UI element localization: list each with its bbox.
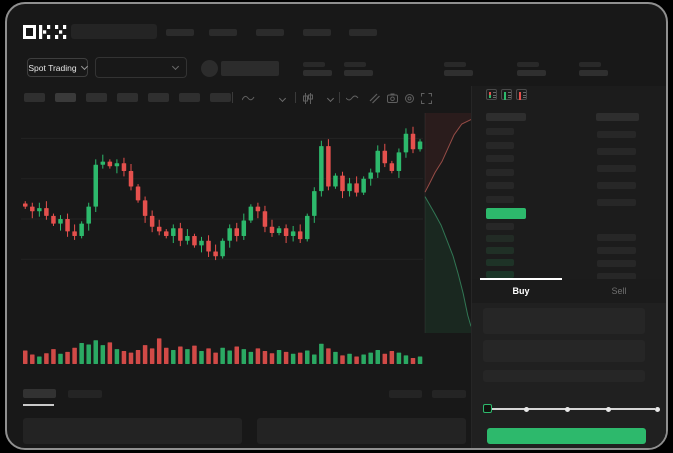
fullscreen-icon[interactable] xyxy=(419,92,433,104)
line-style-icon[interactable] xyxy=(241,92,255,104)
slider-stop[interactable] xyxy=(606,406,611,412)
ask-row-placeholder xyxy=(486,195,514,203)
trade-row-placeholder xyxy=(597,247,636,254)
ask-row-placeholder xyxy=(486,155,514,162)
nav-item-placeholder[interactable] xyxy=(256,29,284,36)
timeframe-button-placeholder[interactable] xyxy=(117,93,138,102)
ask-row-placeholder xyxy=(486,141,514,149)
trade-row-placeholder xyxy=(597,165,636,172)
bid-row-placeholder xyxy=(486,223,514,230)
trade-row-placeholder xyxy=(597,199,636,206)
nav-item-placeholder[interactable] xyxy=(303,29,331,36)
amount-slider[interactable] xyxy=(487,408,655,410)
trade-row-placeholder xyxy=(597,182,636,189)
timeframe-button-placeholder[interactable] xyxy=(86,93,107,102)
nav-search-placeholder[interactable] xyxy=(71,24,157,39)
nav-item-placeholder[interactable] xyxy=(166,29,194,36)
ticker-stat-label-placeholder xyxy=(517,62,539,67)
ticker-stat-label-placeholder xyxy=(344,62,366,67)
chevron-down-icon xyxy=(80,62,88,71)
candle-type-icon[interactable] xyxy=(301,92,315,104)
ticker-stat-value-placeholder xyxy=(444,70,473,76)
slider-stop[interactable] xyxy=(524,406,529,412)
order-book-panel: Buy Sell xyxy=(471,86,666,448)
device-frame: Spot Trading xyxy=(5,2,668,450)
chevron-down-icon[interactable] xyxy=(275,92,289,104)
market-type-label: Spot Trading xyxy=(28,62,77,73)
ticker-stat-label-placeholder xyxy=(579,62,601,67)
bid-row-placeholder xyxy=(486,235,514,242)
toolbar-divider xyxy=(232,92,233,103)
timeframe-button-placeholder[interactable] xyxy=(55,93,76,102)
slider-stop[interactable] xyxy=(565,406,570,412)
slider-stop[interactable] xyxy=(655,406,660,412)
nav-item-placeholder[interactable] xyxy=(349,29,377,36)
ask-row-placeholder xyxy=(486,128,514,135)
total-input[interactable] xyxy=(483,370,645,382)
bottom-tab-underline xyxy=(23,404,54,406)
nav-item-placeholder[interactable] xyxy=(209,29,237,36)
bottom-tab[interactable] xyxy=(68,390,102,398)
trade-row-placeholder xyxy=(597,260,636,267)
trade-row-placeholder xyxy=(597,273,636,280)
orders-table-placeholder xyxy=(23,418,242,444)
chevron-down-icon[interactable] xyxy=(323,92,337,104)
ask-row-placeholder xyxy=(486,182,514,189)
trade-row-placeholder xyxy=(597,234,636,241)
tab-buy[interactable]: Buy xyxy=(472,279,570,303)
toolbar-divider xyxy=(339,92,340,103)
ticker-stat-value-placeholder xyxy=(303,70,332,76)
chevron-down-icon xyxy=(171,62,180,71)
order-form xyxy=(472,303,666,448)
book-bids-icon[interactable] xyxy=(501,89,512,100)
bid-row-placeholder xyxy=(486,247,514,254)
market-type-dropdown[interactable]: Spot Trading xyxy=(27,58,88,77)
indicator-wave-icon[interactable] xyxy=(345,92,359,104)
amount-input[interactable] xyxy=(483,340,645,362)
pair-name-placeholder xyxy=(221,61,279,76)
toolbar-divider xyxy=(295,92,296,103)
book-asks-icon[interactable] xyxy=(516,89,527,100)
ask-header-placeholder xyxy=(486,113,526,121)
candlestick-chart[interactable] xyxy=(21,110,473,372)
trades-header-placeholder xyxy=(596,113,639,121)
history-table-placeholder xyxy=(257,418,466,444)
bottom-toolbar-placeholder[interactable] xyxy=(389,390,422,398)
bottom-tab-active[interactable] xyxy=(23,389,56,398)
timeframe-button-placeholder[interactable] xyxy=(210,93,231,102)
draw-icon[interactable] xyxy=(367,92,381,104)
buy-submit-button[interactable] xyxy=(487,428,646,444)
timeframe-button-placeholder[interactable] xyxy=(24,93,45,102)
ticker-stat-value-placeholder xyxy=(579,70,608,76)
book-combined-icon[interactable] xyxy=(486,89,497,100)
ticker-stat-label-placeholder xyxy=(444,62,466,67)
tab-sell[interactable]: Sell xyxy=(570,279,666,303)
bottom-toolbar-placeholder[interactable] xyxy=(432,390,466,398)
ticker-stat-label-placeholder xyxy=(303,62,325,67)
okx-logo[interactable] xyxy=(23,25,67,39)
bid-row-placeholder xyxy=(486,259,514,266)
price-input[interactable] xyxy=(483,308,645,334)
slider-handle[interactable] xyxy=(483,404,492,413)
top-nav xyxy=(7,4,666,48)
ticker-stat-value-placeholder xyxy=(517,70,546,76)
camera-icon[interactable] xyxy=(385,92,399,104)
trade-row-placeholder xyxy=(597,131,636,138)
bid-row-placeholder xyxy=(486,271,514,278)
pair-dropdown[interactable] xyxy=(95,57,187,78)
ticker-stat-value-placeholder xyxy=(344,70,373,76)
ask-row-placeholder xyxy=(486,168,514,176)
last-price-bar[interactable] xyxy=(486,208,526,219)
settings-gear-icon[interactable] xyxy=(402,92,416,104)
trade-row-placeholder xyxy=(597,148,636,155)
pair-avatar xyxy=(201,60,218,77)
tab-indicator xyxy=(480,278,562,280)
timeframe-button-placeholder[interactable] xyxy=(148,93,169,102)
timeframe-button-placeholder[interactable] xyxy=(179,93,200,102)
